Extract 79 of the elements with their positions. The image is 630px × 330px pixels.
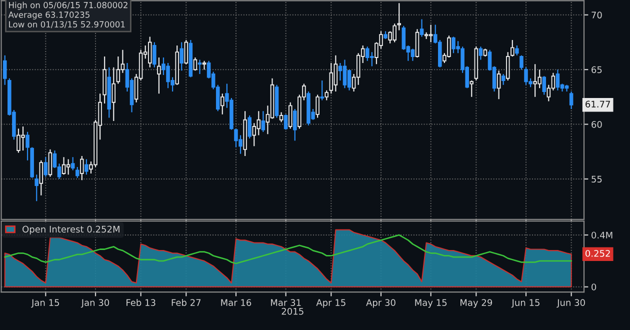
legend-label: Open Interest 0.252M <box>22 226 120 234</box>
candlestick <box>420 18 424 38</box>
candlestick <box>293 108 297 142</box>
candlestick <box>116 56 120 84</box>
candlestick <box>279 112 284 123</box>
y-tick-label: 65 <box>592 66 602 74</box>
candlestick <box>62 156 66 176</box>
candlestick <box>347 69 352 91</box>
candlestick <box>520 54 524 70</box>
x-tick-label: May 15 <box>415 299 447 308</box>
candlestick <box>112 66 116 122</box>
candlestick <box>34 174 38 202</box>
y-tick-label: 55 <box>592 176 602 183</box>
x-tick-label: Apr 30 <box>366 299 396 308</box>
x-tick-label: Jan 30 <box>80 299 110 308</box>
candlestick <box>70 156 75 171</box>
x-tick-label: Feb 13 <box>126 298 156 306</box>
y-tick-label: 60 <box>592 121 602 128</box>
candlestick <box>410 48 415 62</box>
candlestick <box>184 39 188 65</box>
candlestick <box>515 44 519 56</box>
y-tick-label: 70 <box>592 12 602 18</box>
candlestick <box>44 156 48 178</box>
candlestick <box>284 114 288 130</box>
candlestick <box>202 60 206 70</box>
x-axis-title: 2015 <box>282 308 304 315</box>
candlestick <box>324 90 329 101</box>
candlestick <box>496 70 501 100</box>
candlestick <box>428 24 433 43</box>
candlestick <box>402 25 406 50</box>
candlestick <box>193 56 198 72</box>
candlestick <box>152 42 156 68</box>
candlestick <box>180 42 184 72</box>
candlestick <box>80 155 84 181</box>
annotation: Average 63.170235 <box>8 12 90 20</box>
candlestick <box>397 2 402 31</box>
candlestick <box>510 39 514 58</box>
annotation: Low on 01/13/15 52.970001 <box>9 21 125 28</box>
candlestick <box>320 80 324 101</box>
candlestick <box>329 62 334 94</box>
candlestick <box>157 56 161 94</box>
x-tick-label: Apr 15 <box>316 299 346 308</box>
annotation: 61.77 <box>586 100 610 108</box>
candlestick <box>342 59 347 89</box>
candlestick <box>338 62 342 82</box>
candlestick <box>478 46 483 60</box>
candlestick <box>84 158 88 176</box>
x-tick-label: Feb 27 <box>172 298 201 306</box>
y-tick-label: 0 <box>592 284 596 290</box>
candlestick <box>288 102 292 130</box>
annotation: 0.252 <box>586 250 610 257</box>
x-tick-label: Jun 30 <box>556 299 585 308</box>
candlestick <box>542 76 546 96</box>
x-tick-label: Mar 31 <box>271 299 301 306</box>
x-tick-label: Mar 16 <box>221 299 252 306</box>
candlestick <box>248 114 252 140</box>
candlestick <box>39 160 44 196</box>
candlestick <box>334 54 338 92</box>
candlestick <box>198 59 202 75</box>
candlestick <box>470 80 474 98</box>
candlestick <box>66 158 70 176</box>
candlestick <box>316 94 320 118</box>
candlestick <box>26 131 30 161</box>
x-tick-label: Jun 15 <box>511 299 540 308</box>
candlestick <box>556 69 560 91</box>
candlestick <box>76 166 80 178</box>
candlestick <box>220 93 224 115</box>
candlestick <box>48 148 52 178</box>
candlestick <box>506 52 510 82</box>
annotation: High on 05/06/15 71.080002 <box>9 2 128 10</box>
candlestick <box>2 54 7 86</box>
x-tick-label: Jan 15 <box>31 299 60 308</box>
candlestick <box>252 122 256 147</box>
candlestick <box>261 110 266 132</box>
x-tick-label: May 29 <box>460 299 492 308</box>
candlestick <box>501 73 506 86</box>
line-series <box>4 234 572 264</box>
y-tick-label: 0.4M <box>592 232 612 239</box>
candlestick <box>569 90 574 110</box>
